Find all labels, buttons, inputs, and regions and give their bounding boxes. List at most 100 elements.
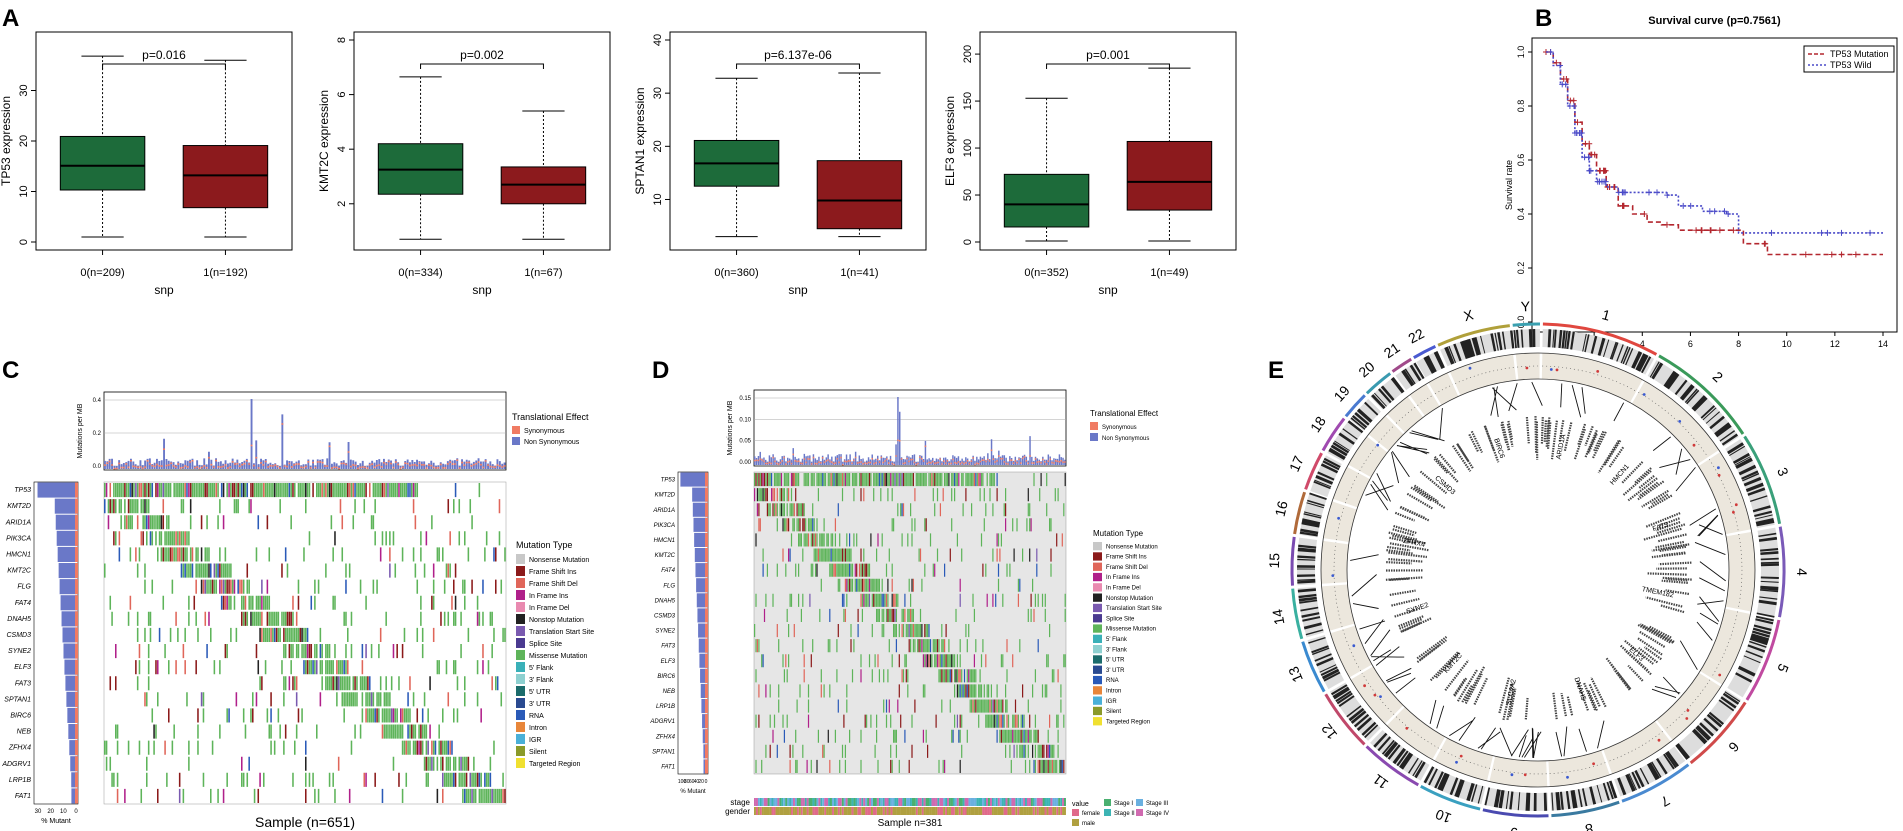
circos-chr-ring-19 [1344,394,1366,418]
survival-censor-mark [1556,62,1563,69]
circos-track-dots-6 [1664,679,1711,731]
panel_d-mt-label: Nonsense Mutation [1106,544,1158,550]
panel_c-mutant-bar [37,482,78,498]
kmt2c-group-label: 1(n=67) [524,267,562,279]
circos-chr-ring-2 [1658,354,1745,435]
panel-d-value-swatch [1104,799,1111,806]
panel_d-mutant-bar [701,699,708,714]
circos-bands-3 [1727,442,1775,527]
panel_c-gene-label: HMCN1 [6,551,31,558]
panel_d-te-label: Synonymous [1102,425,1137,431]
circos-snp-mark [1657,738,1661,742]
survival-censor-mark [1585,154,1592,161]
panel_d-mutant-bar-tip [705,608,708,623]
circos-snp-mark [1468,366,1472,370]
panel_d-mutant-bar [699,653,708,668]
panel_c-mt-swatch [516,710,525,720]
survival-censor-mark [1768,229,1775,236]
panel_c-te-swatch [512,426,520,434]
kmt2c-pvalue: p=0.002 [460,48,504,62]
survival-ytick-label: 0.8 [1516,100,1526,113]
circos-chr-ring-5 [1745,619,1781,701]
panel_d-mutant-bar-tip [705,714,708,729]
panel_c-mutant-bar-tip [75,514,78,530]
circos-track-10 [1434,737,1494,781]
panel_d-mt-label: IGR [1106,699,1117,705]
panel_d-onco-grid [753,471,1067,775]
panel_c-mt-swatch [516,758,525,768]
survival-censor-mark [1574,119,1581,126]
survival-ytick-label: 0.2 [1516,262,1526,275]
circos-chr-ring-14 [1291,588,1304,640]
panel_c-gene-label: CSMD3 [6,632,31,639]
panel_d-te-swatch [1090,433,1098,441]
circos-chr-ring-21 [1391,357,1412,373]
panel_c-tmb-tick: 0.2 [93,431,102,437]
kmt2c-ytick-label: 8 [336,37,348,43]
panel_d-mutant-bar [692,487,708,502]
panel_c-mutant-bar-tip [75,611,78,627]
panel_c-mutant-bar [65,675,78,691]
panel_c-mt-swatch [516,746,525,756]
panel_c-tmb-ylabel: Mutations per MB [77,403,84,458]
circos-inner-border-inner [1346,378,1730,762]
circos-track-11 [1386,706,1446,760]
panel_d-tmb-tick: 0.00 [739,460,751,466]
survival-censor-mark [1698,227,1705,234]
kmt2c-ytick-label: 6 [336,92,348,98]
circos-snp-mark [1373,693,1377,697]
circos-chr-ring-8 [1551,800,1620,818]
survival-ytick-label: 0.0 [1516,316,1526,329]
tp53-boxplot: 0 10 20 30 TP53 expression snp 0(n=209) 1(n=192… [0,31,293,297]
circos-track-dots-3 [1709,459,1739,532]
panel_d-mutant-bar [698,638,708,653]
panel_d-gene-label: NEB [663,689,675,695]
circos-bands-Y [1513,329,1536,349]
panel_d-gene-label: ARID1A [652,508,675,514]
circos-chr-label: 5 [1774,662,1792,675]
panel_c-mutation-type-title: Mutation Type [516,540,572,550]
kmt2c-xlabel: snp [472,283,492,297]
panel-d-value-swatch [1136,799,1143,806]
tp53-ytick-label: 30 [18,84,30,96]
panel-d-value-label: Stage I [1114,801,1133,807]
circos-bands-13 [1308,637,1341,682]
circos-bands-5 [1735,615,1774,683]
survival-xtick-label: 14 [1878,339,1888,349]
circos-gene-label: DNAH5 [1572,677,1586,702]
circos-track-5 [1700,608,1751,685]
panel_c-gene-label: NEB [17,729,32,736]
panel_c-mt-label: Nonstop Mutation [529,617,584,624]
panel_c-mt-swatch [516,626,525,636]
panel-d-stage-track-0 [759,798,1063,806]
panel-d-gender-label: gender [725,807,750,816]
panel_d-gene-label: HMCN1 [654,538,675,544]
panel_c-mt-swatch [516,554,525,564]
panel_d-mt-label: Missense Mutation [1106,627,1156,633]
panel_c-gene-label: ZFHX4 [8,745,31,752]
circos-chr-ring-10 [1420,784,1481,811]
panel_d-mutant-bar-tip [705,472,708,487]
kmt2c-ytick-label: 4 [336,146,348,152]
panel_d-mt-swatch [1093,552,1102,561]
circos-chr-label: 10 [1433,806,1453,827]
panel_d-gene-label: TP53 [661,478,676,484]
legend-label-mutation: TP53 Mutation [1830,49,1889,59]
circos-track-22 [1428,372,1459,406]
panel-d-stage-track-2 [754,798,1065,806]
circos-chr-label: 22 [1406,325,1427,346]
sptan1-ytick-label: 40 [652,34,664,46]
circos-snp-mark [1363,684,1366,688]
panel-d-value-swatch [1104,809,1111,816]
elf3-group-label: 1(n=49) [1150,267,1188,279]
panel_d-mutant-bar-tip [705,502,708,517]
panel-label-a: A [2,5,19,32]
panel_d-mutation-type-title: Mutation Type [1093,529,1144,538]
circos-track-dots-8 [1549,762,1606,774]
sptan1-ytick-label: 20 [652,140,664,152]
elf3-boxplot: 0 50 100 150 200 ELF3 expression snp 0(n=352) 1(… [943,31,1237,297]
survival-censor-mark [1664,192,1671,199]
sptan1-frame [669,31,927,251]
circos-bands-2 [1649,361,1738,446]
panel_c-mt-swatch [516,722,525,732]
